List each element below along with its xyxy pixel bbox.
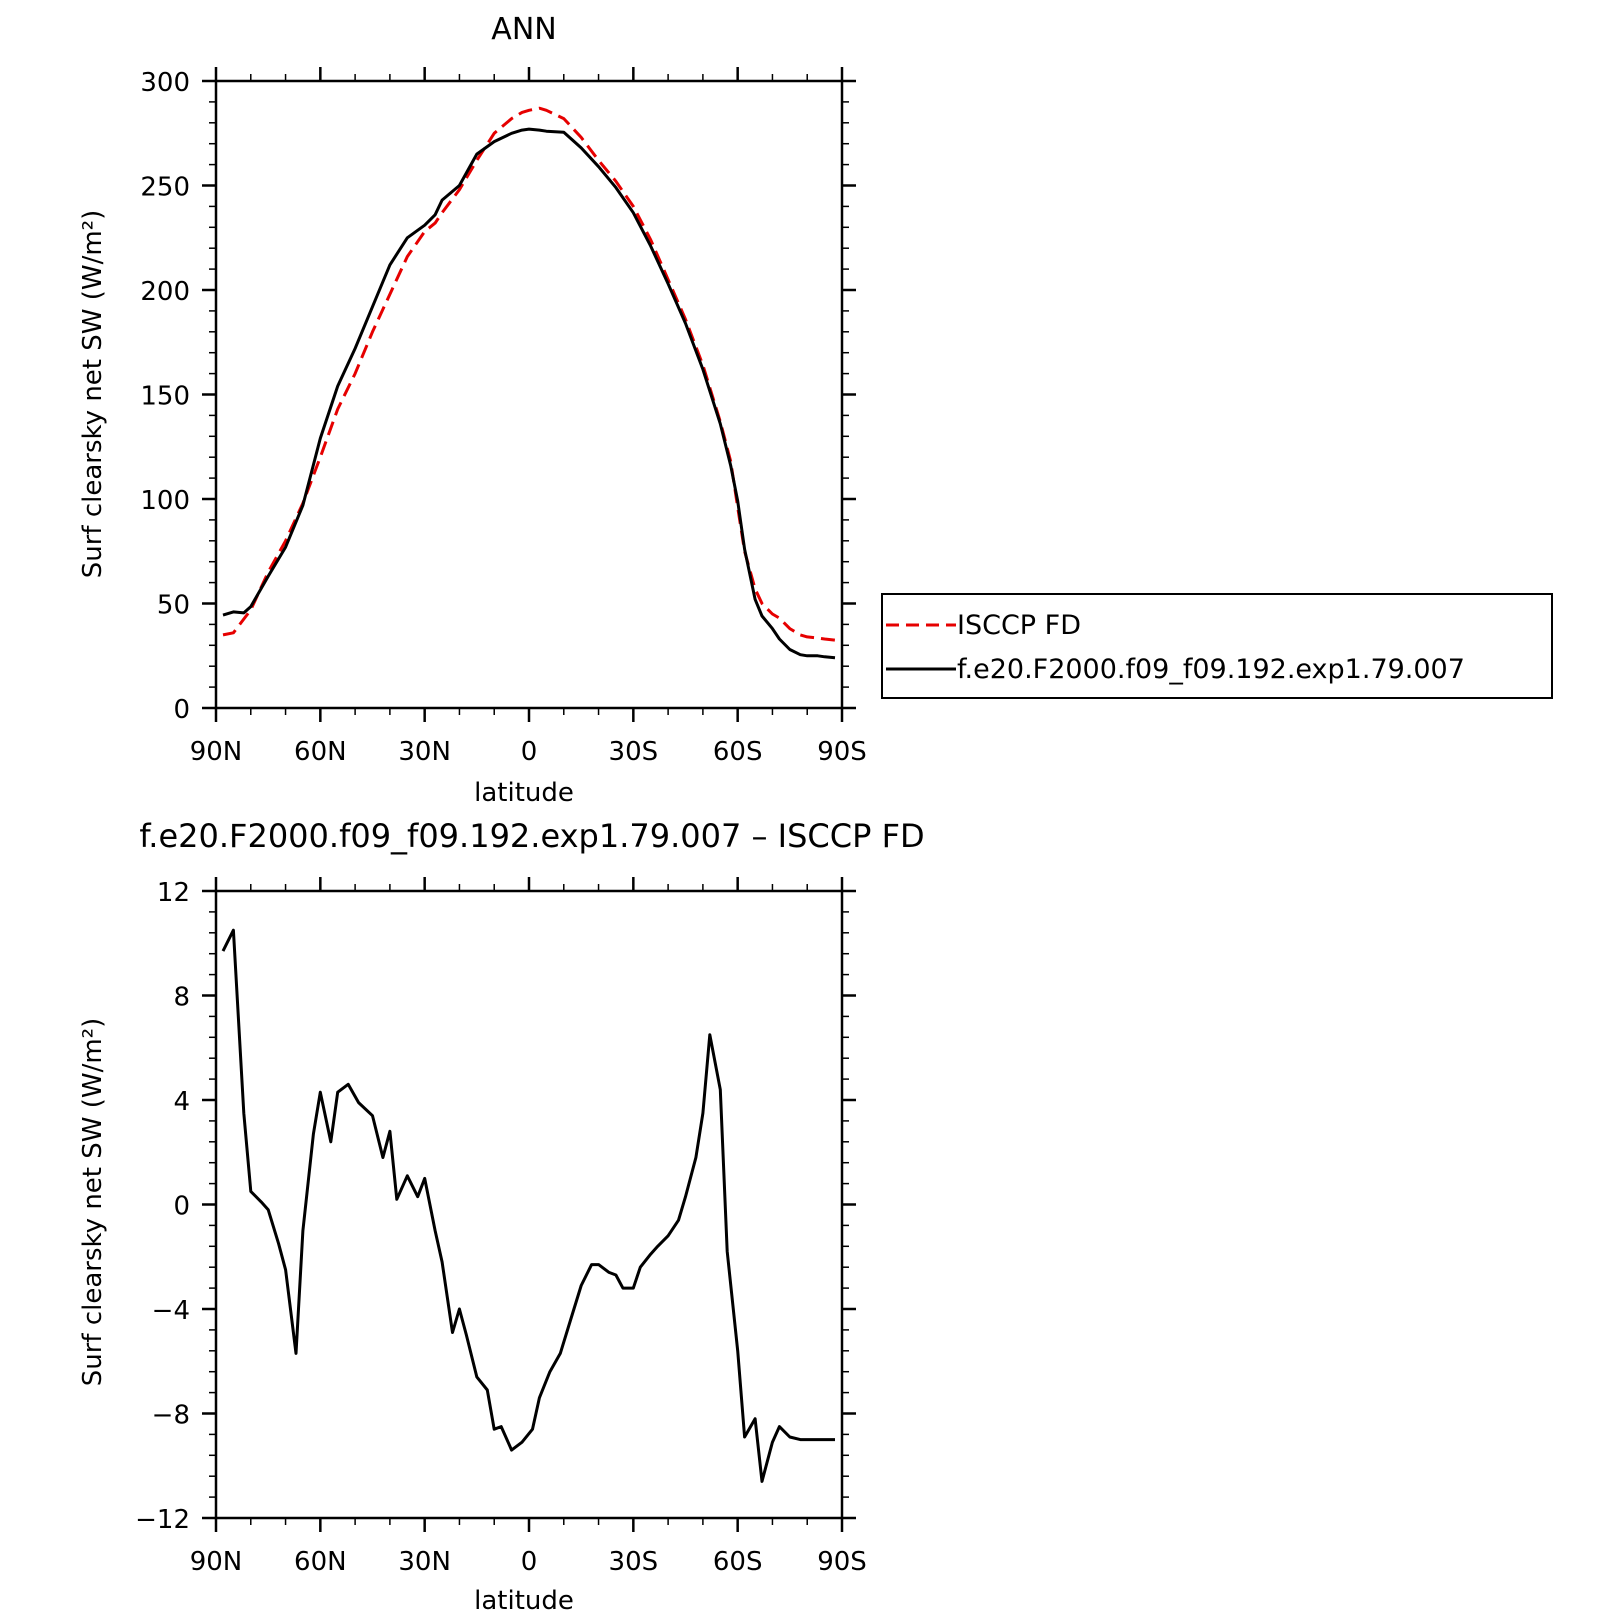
y-tick-label: −4 <box>152 1296 190 1326</box>
x-tick-label: 60S <box>713 737 763 767</box>
top-chart-frame <box>214 79 844 710</box>
x-tick-label: 90S <box>817 737 867 767</box>
x-tick-label: 0 <box>521 1547 538 1577</box>
top-chart-series <box>222 106 836 660</box>
bottom-chart-x-tick-labels: 90N 60N 30N 0 30S 60S 90S <box>190 1547 867 1577</box>
y-tick-label: 0 <box>173 1192 190 1222</box>
bottom-chart-title: f.e20.F2000.f09_f09.192.exp1.79.007 – IS… <box>139 817 924 855</box>
y-tick-label: 250 <box>140 173 190 203</box>
y-tick-label: 0 <box>173 695 190 725</box>
x-tick-label: 30S <box>609 737 659 767</box>
bottom-chart: f.e20.F2000.f09_f09.192.exp1.79.007 – IS… <box>78 817 925 1613</box>
y-tick-label: −8 <box>152 1401 190 1431</box>
bottom-chart-y-tick-labels: −12 −8 −4 0 4 8 12 <box>135 878 190 1535</box>
y-tick-label: 12 <box>157 878 190 908</box>
x-tick-label: 30S <box>609 1547 659 1577</box>
bottom-chart-difference-line <box>221 928 835 1483</box>
top-chart: ANN latitude Surf clearsky net SW (W/m²)… <box>78 12 867 808</box>
x-tick-label: 90S <box>817 1547 867 1577</box>
legend-box <box>881 593 1553 699</box>
top-chart-x-axis-label: latitude <box>474 778 574 808</box>
legend-label-model: f.e20.F2000.f09_f09.192.exp1.79.007 <box>957 654 1465 685</box>
y-tick-label: 4 <box>173 1087 190 1117</box>
x-tick-label: 90N <box>190 737 243 767</box>
top-chart-isccp-fd-line <box>222 106 836 642</box>
y-tick-label: −12 <box>135 1505 190 1535</box>
y-tick-label: 300 <box>140 68 190 98</box>
y-tick-label: 200 <box>140 277 190 307</box>
y-tick-label: 8 <box>173 983 190 1013</box>
x-tick-label: 30N <box>398 737 451 767</box>
top-chart-model-line <box>222 127 836 660</box>
top-chart-ticks <box>202 67 856 722</box>
legend: ISCCP FD f.e20.F2000.f09_f09.192.exp1.79… <box>881 593 1553 699</box>
y-tick-label: 100 <box>140 486 190 516</box>
top-chart-x-tick-labels: 90N 60N 30N 0 30S 60S 90S <box>190 737 867 767</box>
x-tick-label: 60N <box>294 737 347 767</box>
top-chart-y-axis-label: Surf clearsky net SW (W/m²) <box>78 210 108 578</box>
bottom-chart-frame <box>214 889 844 1520</box>
x-tick-label: 90N <box>190 1547 243 1577</box>
top-chart-title: ANN <box>491 12 556 47</box>
x-tick-label: 60S <box>713 1547 763 1577</box>
top-chart-y-tick-labels: 0 50 100 150 200 250 300 <box>140 68 190 725</box>
bottom-chart-x-axis-label: latitude <box>474 1586 574 1613</box>
bottom-chart-y-axis-label: Surf clearsky net SW (W/m²) <box>78 1018 108 1386</box>
x-tick-label: 0 <box>521 737 538 767</box>
legend-label-isccp: ISCCP FD <box>957 610 1081 641</box>
y-tick-label: 150 <box>140 382 190 412</box>
bottom-chart-series <box>221 928 835 1483</box>
x-tick-label: 30N <box>398 1547 451 1577</box>
x-tick-label: 60N <box>294 1547 347 1577</box>
y-tick-label: 50 <box>157 591 190 621</box>
